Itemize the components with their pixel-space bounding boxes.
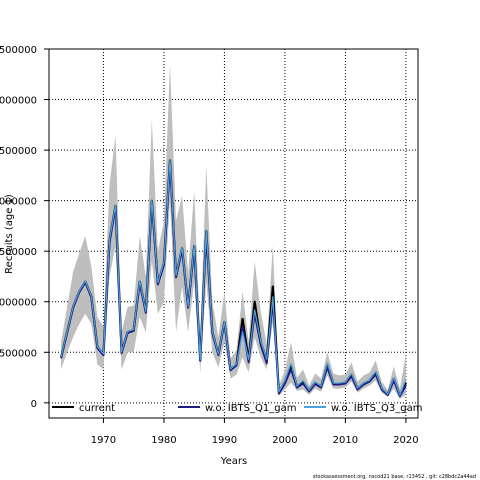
series-line-q3 bbox=[60, 158, 407, 396]
x-axis-title: Years bbox=[220, 456, 247, 467]
legend: current w.o. IBTS_Q1_gam w.o. IBTS_Q3_ga… bbox=[52, 403, 422, 414]
x-tick-label: 2000 bbox=[272, 435, 297, 446]
y-tick-label: 2500000 bbox=[0, 146, 37, 157]
y-axis-title: Recruits (age 1) bbox=[4, 194, 15, 274]
y-tick-label: 500000 bbox=[0, 348, 37, 359]
legend-label-q1: w.o. IBTS_Q1_gam bbox=[205, 403, 296, 414]
axis-ticks: 1970 1980 1990 2000 2010 2020 0 500000 1000000 15… bbox=[0, 45, 419, 446]
series-lines-layer bbox=[60, 158, 407, 398]
confidence-band-layer bbox=[61, 64, 406, 399]
x-tick-label: 2020 bbox=[393, 435, 418, 446]
footer-caption: stockassessment.org, nscod21 base, r1345… bbox=[313, 474, 476, 480]
x-tick-label: 1990 bbox=[212, 435, 237, 446]
legend-label-q3: w.o. IBTS_Q3_gam bbox=[331, 403, 422, 414]
y-tick-label: 2000000 bbox=[0, 197, 37, 208]
plot-frame bbox=[48, 48, 419, 419]
x-tick-label: 1980 bbox=[151, 435, 176, 446]
x-tick-label: 2010 bbox=[333, 435, 358, 446]
y-tick-label: 1500000 bbox=[0, 247, 37, 258]
y-tick-label: 0 bbox=[31, 399, 37, 410]
x-tick-label: 1970 bbox=[91, 435, 116, 446]
y-tick-label: 3000000 bbox=[0, 96, 37, 107]
legend-label-current: current bbox=[79, 403, 115, 414]
y-tick-label: 3500000 bbox=[0, 45, 37, 56]
y-tick-label: 1000000 bbox=[0, 298, 37, 309]
confidence-band bbox=[61, 64, 406, 399]
